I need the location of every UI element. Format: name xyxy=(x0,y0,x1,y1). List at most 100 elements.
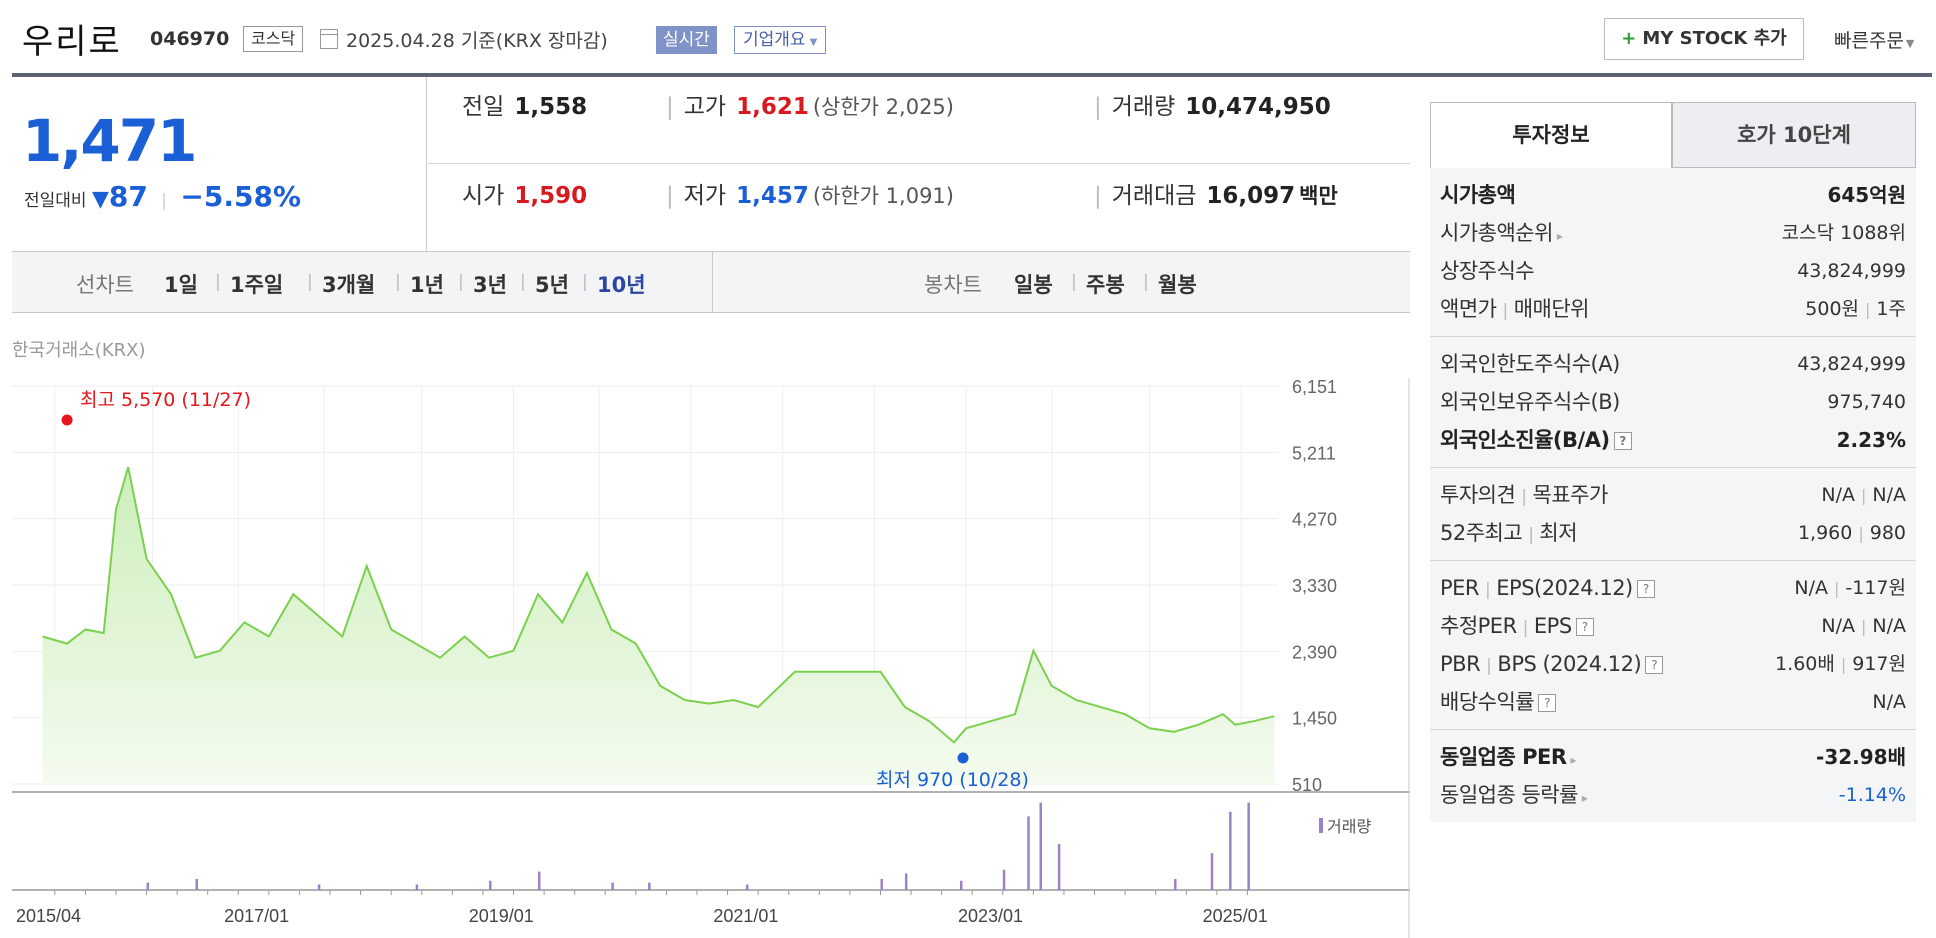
arrow-right-icon[interactable]: ▸ xyxy=(1556,229,1563,243)
my-stock-add-button[interactable]: + MY STOCK 추가 xyxy=(1604,18,1804,60)
info-key-label: EPS(2024.12) xyxy=(1496,576,1633,600)
company-overview-dropdown[interactable]: 기업개요 ▼ xyxy=(734,26,827,54)
info-row[interactable]: 동일업종 PER ▸ -32.98배 xyxy=(1440,738,1906,776)
period-1w[interactable]: 1주일 xyxy=(230,273,284,297)
quick-order-button[interactable]: 빠른주문 ▼ xyxy=(1834,26,1914,53)
divider: | xyxy=(1865,300,1871,319)
info-value: -32.98배 xyxy=(1816,738,1906,776)
info-row[interactable]: 동일업종 등락률 ▸ -1.14% xyxy=(1440,776,1906,814)
candle-weekly[interactable]: 주봉 xyxy=(1086,273,1125,297)
volume-bar xyxy=(1027,816,1030,890)
volume-bar xyxy=(1002,869,1006,890)
period-10y[interactable]: 10년 xyxy=(597,273,646,297)
question-icon[interactable]: ? xyxy=(1575,618,1594,636)
info-value-text: N/A xyxy=(1821,615,1855,637)
tab-orderbook[interactable]: 호가 10단계 xyxy=(1672,102,1916,168)
divider: | xyxy=(458,272,464,292)
info-value: 645억원 xyxy=(1827,176,1906,214)
high-marker xyxy=(61,414,73,426)
trade-amount: | 거래대금 16,097 백만 xyxy=(1094,176,1338,210)
prev-close-label: 전일 xyxy=(462,94,505,120)
low-price: | 저가 1,457 (하한가 1,091) xyxy=(666,176,954,210)
info-row[interactable]: PER | EPS(2024.12)? N/A | -117원 xyxy=(1440,569,1906,607)
x-tick-label: 2023/01 xyxy=(958,906,1023,926)
info-key-label: 시가총액 xyxy=(1440,183,1516,207)
info-value-text: 645억원 xyxy=(1827,183,1906,207)
y-tick-label: 6,151 xyxy=(1292,378,1337,397)
info-row[interactable]: 배당수익률? N/A xyxy=(1440,683,1906,721)
info-row[interactable]: PBR | BPS (2024.12)? 1.60배 | 917원 xyxy=(1440,645,1906,683)
info-key-label: 시가총액순위 xyxy=(1440,221,1553,245)
info-key: 외국인보유주식수(B) xyxy=(1440,383,1620,421)
info-key-label: PER xyxy=(1440,576,1480,600)
volume-bar xyxy=(195,878,198,890)
info-key-label: 매매단위 xyxy=(1513,297,1590,321)
info-key: 상장주식수 xyxy=(1440,252,1535,290)
info-value: 코스닥 1088위 xyxy=(1782,214,1906,252)
info-row: 외국인한도주식수(A) 43,824,999 xyxy=(1440,345,1906,383)
stock-header: 우리로 046970 코스닥 2025.04.28 기준(KRX 장마감) 실시… xyxy=(0,0,1936,75)
y-tick-label: 510 xyxy=(1292,775,1322,795)
info-value: 2.23% xyxy=(1837,421,1906,459)
row-divider xyxy=(428,163,1410,164)
arrow-right-icon[interactable]: ▸ xyxy=(1581,791,1588,805)
info-key: 외국인소진율(B/A)? xyxy=(1440,421,1632,459)
high-annotation: 최고 5,570 (11/27) xyxy=(80,389,251,411)
info-row[interactable]: 외국인소진율(B/A)? 2.23% xyxy=(1440,421,1906,459)
period-3m[interactable]: 3개월 xyxy=(322,273,376,297)
period-1y[interactable]: 1년 xyxy=(410,273,444,297)
divider: | xyxy=(1485,580,1491,600)
divider: | xyxy=(582,272,588,292)
open-price: 시가 1,590 xyxy=(462,176,587,210)
info-value: N/A | N/A xyxy=(1821,476,1906,515)
info-key: 시가총액 xyxy=(1440,176,1516,214)
market-badge: 코스닥 xyxy=(243,26,304,52)
current-price-box: 1,471 전일대비 ▼87 | −5.58% xyxy=(12,77,427,252)
volume-bar xyxy=(611,882,614,890)
question-icon[interactable]: ? xyxy=(1613,432,1632,450)
price-change: 전일대비 ▼87 | −5.58% xyxy=(24,180,301,213)
volume-bar xyxy=(880,878,883,890)
volume-bar xyxy=(1229,811,1232,890)
info-row[interactable]: 시가총액순위 ▸ 코스닥 1088위 xyxy=(1440,214,1906,252)
low-value: 1,457 xyxy=(736,183,809,209)
info-value: N/A | N/A xyxy=(1821,607,1906,646)
info-key-label: 투자의견 xyxy=(1440,483,1516,507)
amount-value: 16,097 xyxy=(1206,183,1296,209)
question-icon[interactable]: ? xyxy=(1636,580,1655,598)
prev-close: 전일 1,558 xyxy=(462,87,587,121)
tab-invest-info[interactable]: 투자정보 xyxy=(1430,102,1672,168)
divider: | xyxy=(1486,656,1492,676)
chart-period-bar: 선차트 1일 | 1주일 | 3개월 | 1년 | 3년 | 5년 | 10년 … xyxy=(12,252,1410,313)
question-icon[interactable]: ? xyxy=(1645,656,1664,674)
info-row[interactable]: 추정PER | EPS? N/A | N/A xyxy=(1440,607,1906,645)
info-row: 외국인보유주식수(B) 975,740 xyxy=(1440,383,1906,421)
chevron-down-icon: ▼ xyxy=(1905,37,1915,50)
period-5y[interactable]: 5년 xyxy=(535,273,569,297)
info-tabs: 투자정보 호가 10단계 xyxy=(1430,102,1930,168)
high-value: 1,621 xyxy=(736,94,809,120)
down-triangle-icon: ▼ xyxy=(91,187,109,212)
realtime-button[interactable]: 실시간 xyxy=(656,26,717,54)
arrow-right-icon[interactable]: ▸ xyxy=(1570,753,1577,767)
line-chart-label: 선차트 xyxy=(76,273,134,297)
period-3y[interactable]: 3년 xyxy=(473,273,507,297)
divider: | xyxy=(1522,618,1529,638)
divider: | xyxy=(1071,272,1077,292)
info-value-text: 2.23% xyxy=(1836,428,1906,452)
period-1d[interactable]: 1일 xyxy=(164,273,198,297)
info-value-text: 500원 xyxy=(1805,298,1860,320)
candle-daily[interactable]: 일봉 xyxy=(1014,273,1053,297)
question-icon[interactable]: ? xyxy=(1538,694,1557,712)
info-key-label: 액면가 xyxy=(1440,297,1497,321)
price-line xyxy=(42,466,1275,744)
open-value: 1,590 xyxy=(514,183,588,209)
candle-monthly[interactable]: 월봉 xyxy=(1158,273,1197,297)
header-divider xyxy=(12,73,1932,77)
price-chart[interactable]: 6,151 5,211 4,270 3,330 2,390 1,450 510 최고 5,57… xyxy=(12,0,1410,938)
info-value-text: N/A xyxy=(1872,691,1906,713)
change-label: 전일대비 xyxy=(24,191,87,211)
info-value: 1.60배 | 917원 xyxy=(1775,645,1906,684)
info-group: 투자의견 | 목표주가 N/A | N/A 52주최고 | 최저 1,960 | 980 xyxy=(1430,468,1916,561)
candle-chart-label: 봉차트 xyxy=(924,273,982,297)
